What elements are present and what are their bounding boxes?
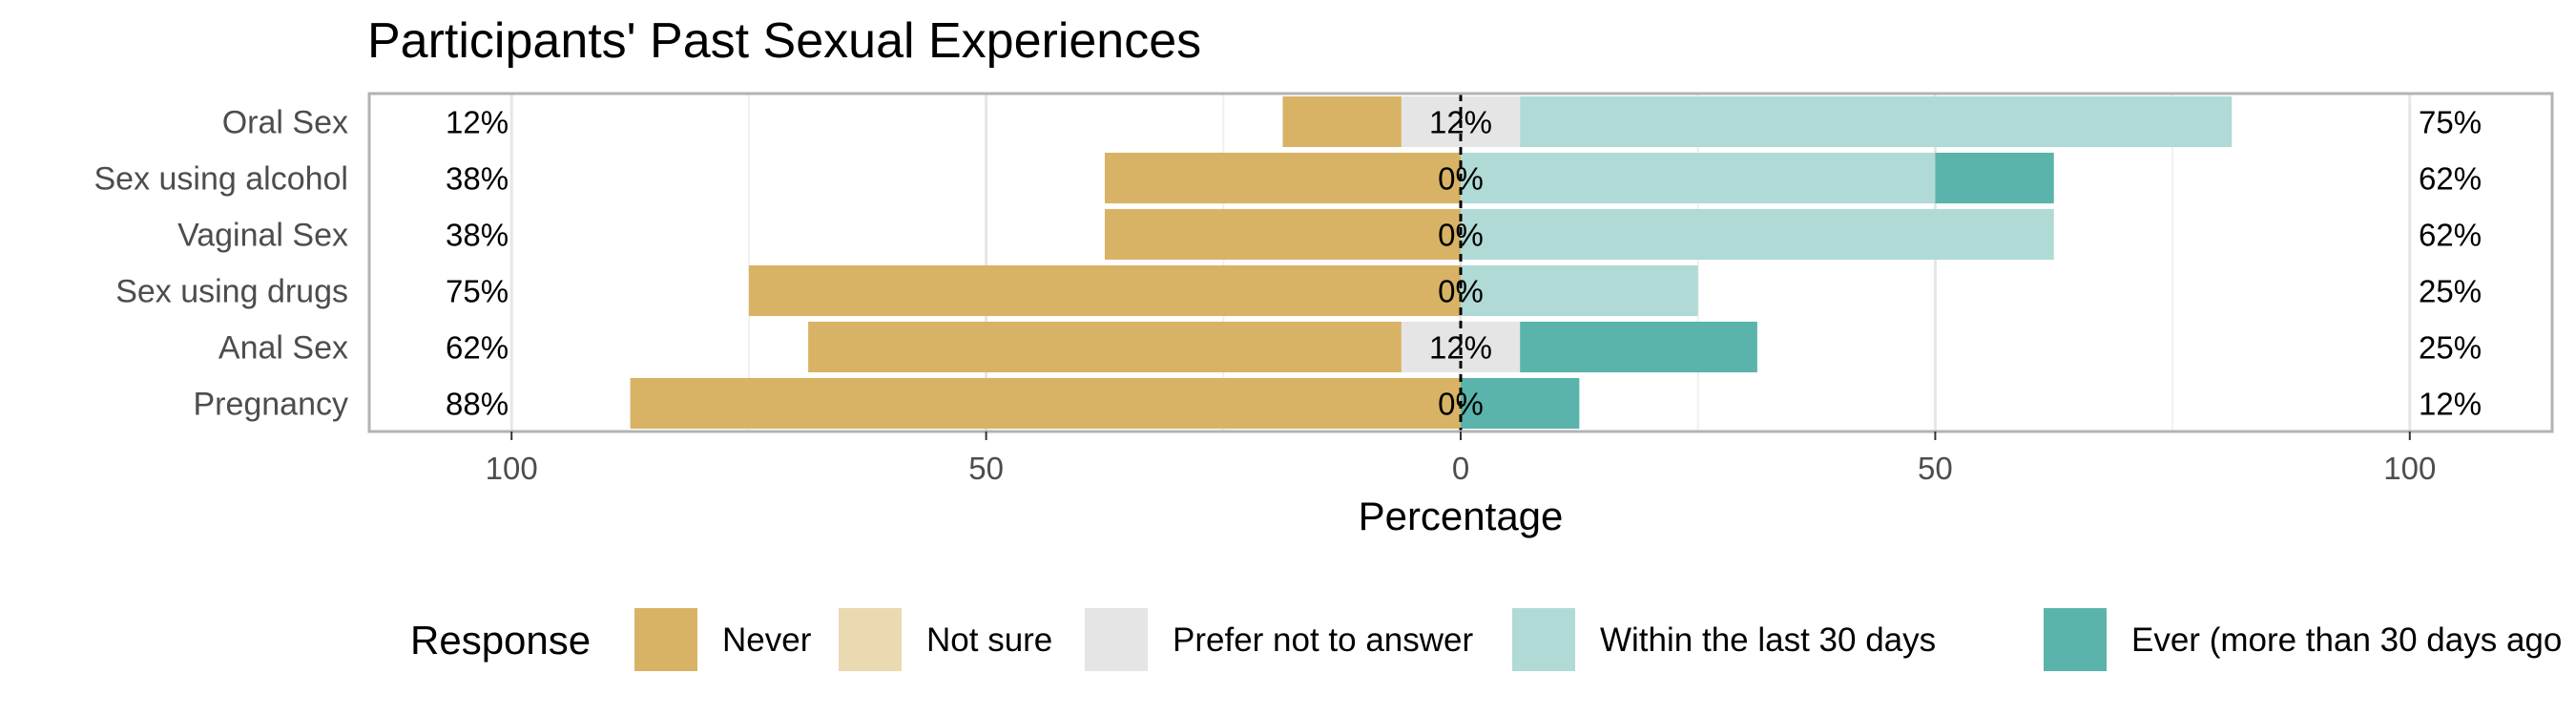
bar-within-the-last-30-days xyxy=(1520,95,2233,148)
right-percent-label: 12% xyxy=(2419,387,2482,422)
x-tick-label: 50 xyxy=(1918,451,1953,486)
bars xyxy=(630,95,2233,430)
bar-within-the-last-30-days xyxy=(1461,264,1698,317)
bar-within-the-last-30-days xyxy=(1461,208,2054,261)
center-percent-label: 0% xyxy=(1438,161,1484,197)
left-percent-label: 88% xyxy=(446,387,509,422)
legend-key-not-sure xyxy=(837,606,904,673)
center-percent-label: 0% xyxy=(1438,274,1484,309)
category-label: Anal Sex xyxy=(218,330,348,367)
category-label: Oral Sex xyxy=(222,105,348,141)
left-percent-label: 12% xyxy=(446,105,509,140)
legend-label: Within the last 30 days xyxy=(1600,621,1936,659)
x-tick-label: 100 xyxy=(486,451,538,486)
percent-labels: 12% 12% 75% 38% 0% 62% 38% 0% 62% 75% 0% 25% 62% 12% 2… xyxy=(446,105,2482,422)
x-axis-title: Percentage xyxy=(1359,494,1564,538)
center-percent-label: 0% xyxy=(1438,387,1484,422)
legend-label: Not sure xyxy=(926,621,1052,659)
category-label: Pregnancy xyxy=(193,387,348,423)
legend-label: Prefer not to answer xyxy=(1173,621,1473,659)
legend-key-ever-more-than-30-days-ago xyxy=(2042,606,2109,673)
right-percent-label: 62% xyxy=(2419,161,2482,197)
center-percent-label: 12% xyxy=(1429,330,1492,366)
bar-within-the-last-30-days xyxy=(1461,152,1936,204)
left-percent-label: 62% xyxy=(446,330,509,366)
category-label: Sex using alcohol xyxy=(93,161,348,198)
right-percent-label: 25% xyxy=(2419,274,2482,309)
right-percent-label: 62% xyxy=(2419,218,2482,253)
left-percent-label: 38% xyxy=(446,218,509,253)
bar-never xyxy=(748,264,1461,317)
x-tick-label: 50 xyxy=(968,451,1004,486)
legend-title: Response xyxy=(410,618,591,663)
category-label: Sex using drugs xyxy=(115,274,348,310)
category-labels: Oral Sex Sex using alcohol Vaginal Sex Sex … xyxy=(93,105,348,423)
bar-never xyxy=(808,321,1402,373)
right-percent-label: 75% xyxy=(2419,105,2482,140)
chart-title: Participants' Past Sexual Experiences xyxy=(367,13,1201,69)
bar-ever-more-than-30-days-ago xyxy=(1520,321,1757,373)
x-tick-label: 0 xyxy=(1452,451,1469,486)
bar-never xyxy=(1282,95,1402,148)
legend: Response Never Not sure Prefer not to answ… xyxy=(410,606,2562,673)
legend-key-within-the-last-30-days xyxy=(1510,606,1577,673)
legend-key-never xyxy=(633,606,699,673)
bar-never xyxy=(1104,152,1461,204)
bar-never xyxy=(1104,208,1461,261)
bar-ever-more-than-30-days-ago xyxy=(1935,152,2054,204)
bar-never xyxy=(630,377,1461,430)
legend-label: Never xyxy=(722,621,812,659)
x-axis-ticks: 100 50 0 50 100 xyxy=(486,432,2436,486)
right-percent-label: 25% xyxy=(2419,330,2482,366)
left-percent-label: 38% xyxy=(446,161,509,197)
x-tick-label: 100 xyxy=(2383,451,2436,486)
center-percent-label: 12% xyxy=(1429,105,1492,140)
legend-label: Ever (more than 30 days ago xyxy=(2131,621,2562,659)
legend-key-prefer-not-to-answer xyxy=(1083,606,1150,673)
left-percent-label: 75% xyxy=(446,274,509,309)
category-label: Vaginal Sex xyxy=(177,218,348,254)
center-percent-label: 0% xyxy=(1438,218,1484,253)
bar-ever-more-than-30-days-ago xyxy=(1461,377,1580,430)
